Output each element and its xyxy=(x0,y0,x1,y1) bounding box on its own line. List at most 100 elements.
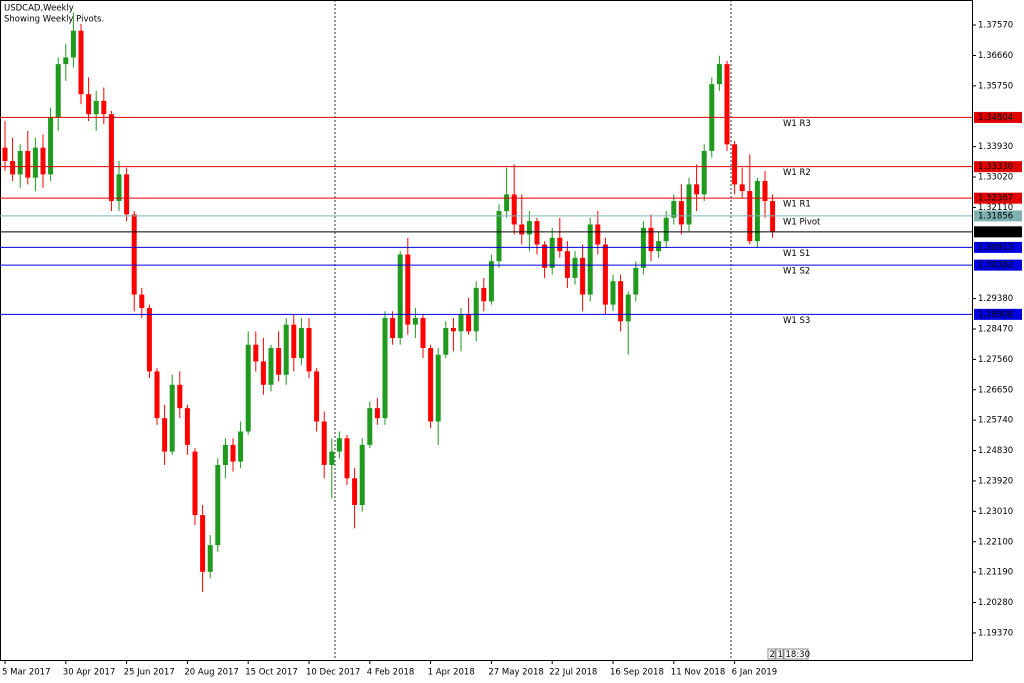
status-box xyxy=(775,648,784,660)
pivot-price-label: 1.32387 xyxy=(978,194,1013,204)
candle-body xyxy=(504,194,510,212)
candle-body xyxy=(648,227,654,252)
y-tick-label: 1.19370 xyxy=(978,628,1013,638)
candle-body xyxy=(139,294,145,308)
candle-body xyxy=(336,438,342,452)
candle-body xyxy=(572,257,578,278)
candle-body xyxy=(162,418,168,452)
candle-body xyxy=(724,64,730,145)
chart-title: USDCAD,Weekly xyxy=(4,4,74,14)
candle-body xyxy=(428,348,434,422)
status-text: 18:30 xyxy=(786,650,811,660)
pivot-price-label: 1.30382 xyxy=(978,261,1013,271)
candle-body xyxy=(291,324,297,359)
candle-body xyxy=(450,327,456,332)
x-tick-label: 27 May 2018 xyxy=(488,668,543,678)
price-label-box xyxy=(974,241,1022,253)
y-tick-label: 1.33020 xyxy=(978,173,1013,183)
status-box xyxy=(767,648,776,660)
candle-body xyxy=(678,201,684,225)
candle-body xyxy=(93,100,99,115)
y-tick-label: 1.23920 xyxy=(978,476,1013,486)
candle-body xyxy=(412,317,418,325)
candle-body xyxy=(344,438,350,479)
y-tick-label: 1.28470 xyxy=(978,324,1013,334)
candle-body xyxy=(352,478,358,506)
candle-body xyxy=(63,57,69,65)
candle-body xyxy=(108,114,114,202)
candle-body xyxy=(602,244,608,305)
pivot-name: W1 Pivot xyxy=(783,217,821,227)
x-tick-label: 16 Sep 2018 xyxy=(610,668,664,678)
price-label-box xyxy=(974,210,1022,222)
candle-body xyxy=(86,94,92,115)
candle-body xyxy=(458,314,464,332)
price-label-box xyxy=(974,226,1022,238)
candle-body xyxy=(321,421,327,465)
candle-body xyxy=(374,408,380,419)
y-tick-label: 1.24830 xyxy=(978,446,1013,456)
candle-body xyxy=(78,30,84,95)
status-text: 2 xyxy=(770,650,775,660)
candle-body xyxy=(17,150,23,175)
candle-body xyxy=(716,64,722,85)
candle-body xyxy=(367,408,373,445)
candle-body xyxy=(2,147,8,161)
candle-body xyxy=(169,384,175,452)
candle-body xyxy=(754,181,760,242)
candle-body xyxy=(260,361,266,385)
y-tick-label: 1.22100 xyxy=(978,537,1013,547)
pivot-name: W1 S2 xyxy=(783,267,810,277)
candle-body xyxy=(519,224,525,235)
candle-body xyxy=(587,224,593,295)
candle-body xyxy=(420,317,426,349)
price-label-box xyxy=(974,192,1022,204)
x-tick-label: 5 Mar 2017 xyxy=(2,668,50,678)
candle-body xyxy=(253,344,259,362)
candle-body xyxy=(298,327,304,359)
y-tick-label: 1.33930 xyxy=(978,142,1013,152)
candle-body xyxy=(192,451,198,516)
x-tick-label: 6 Jan 2019 xyxy=(732,668,778,678)
candle-body xyxy=(671,201,677,218)
y-tick-label: 1.23010 xyxy=(978,507,1013,517)
candle-body xyxy=(633,267,639,295)
candle-body xyxy=(329,451,335,465)
pivot-price-label: 1.33330 xyxy=(978,162,1013,172)
y-tick-label: 1.35750 xyxy=(978,81,1013,91)
candle-body xyxy=(32,147,38,178)
y-tick-label: 1.26650 xyxy=(978,385,1013,395)
pivot-name: W1 R1 xyxy=(783,200,811,210)
price-label-box xyxy=(974,161,1022,173)
candle-body xyxy=(276,348,282,375)
y-tick-label: 1.37570 xyxy=(978,21,1013,31)
candle-body xyxy=(207,545,213,572)
candle-body xyxy=(230,444,236,462)
candle-body xyxy=(542,244,548,268)
candle-body xyxy=(618,281,624,322)
pivot-name: W1 R3 xyxy=(783,119,811,129)
candle-body xyxy=(511,194,517,225)
plot-frame xyxy=(0,0,973,661)
x-tick-label: 10 Dec 2017 xyxy=(306,668,360,678)
price-label-box xyxy=(974,259,1022,271)
candle-body xyxy=(101,100,107,115)
candle-body xyxy=(625,294,631,322)
candle-body xyxy=(124,174,130,215)
candle-body xyxy=(146,307,152,372)
candle-body xyxy=(557,237,563,252)
y-tick-label: 1.36660 xyxy=(978,51,1013,61)
candle-body xyxy=(245,344,251,432)
pivot-price-label: 1.30913 xyxy=(978,243,1013,253)
price-label-box xyxy=(974,308,1022,320)
candle-body xyxy=(48,117,54,175)
price-label-box xyxy=(974,111,1022,123)
candle-body xyxy=(701,150,707,195)
candle-body xyxy=(154,371,160,419)
candle-body xyxy=(481,287,487,302)
candle-body xyxy=(382,317,388,419)
y-tick-label: 1.20280 xyxy=(978,598,1013,608)
candle-body xyxy=(359,444,365,506)
candle-body xyxy=(55,64,61,118)
